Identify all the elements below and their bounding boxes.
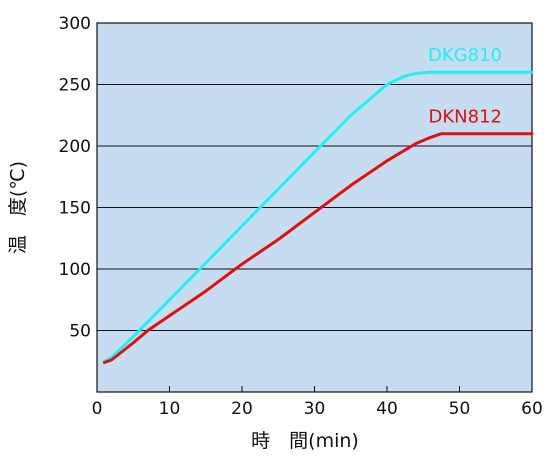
x-tick-label-6: 60 — [521, 399, 543, 419]
series-line-dkn812 — [102, 132, 534, 364]
x-tick-label-0: 0 — [92, 399, 103, 419]
x-tick-label-5: 50 — [449, 399, 471, 419]
y-tick-label-3: 200 — [59, 137, 91, 157]
x-tick-label-1: 10 — [159, 399, 181, 419]
tick-labels: 0 10 20 30 40 50 60 50 100 150 200 250 300 — [59, 14, 543, 419]
y-tick-label-1: 100 — [59, 260, 91, 280]
x-axis-title: 時 間(min) — [251, 430, 359, 452]
y-tick-label-2: 150 — [59, 199, 91, 219]
y-tick-label-4: 250 — [59, 76, 91, 96]
series-line-dkg810 — [102, 70, 534, 363]
x-tick-label-2: 20 — [231, 399, 253, 419]
y-axis-title: 温 度(℃) — [7, 161, 29, 254]
x-tick-label-4: 40 — [376, 399, 398, 419]
series-label-dkn812: DKN812 — [429, 107, 503, 128]
series-lines — [102, 70, 534, 364]
y-tick-label-0: 50 — [69, 322, 91, 342]
series-label-dkg810: DKG810 — [428, 45, 502, 66]
y-tick-label-5: 300 — [59, 14, 91, 34]
series-labels: DKG810 DKN812 — [428, 45, 503, 128]
x-tick-label-3: 30 — [304, 399, 326, 419]
